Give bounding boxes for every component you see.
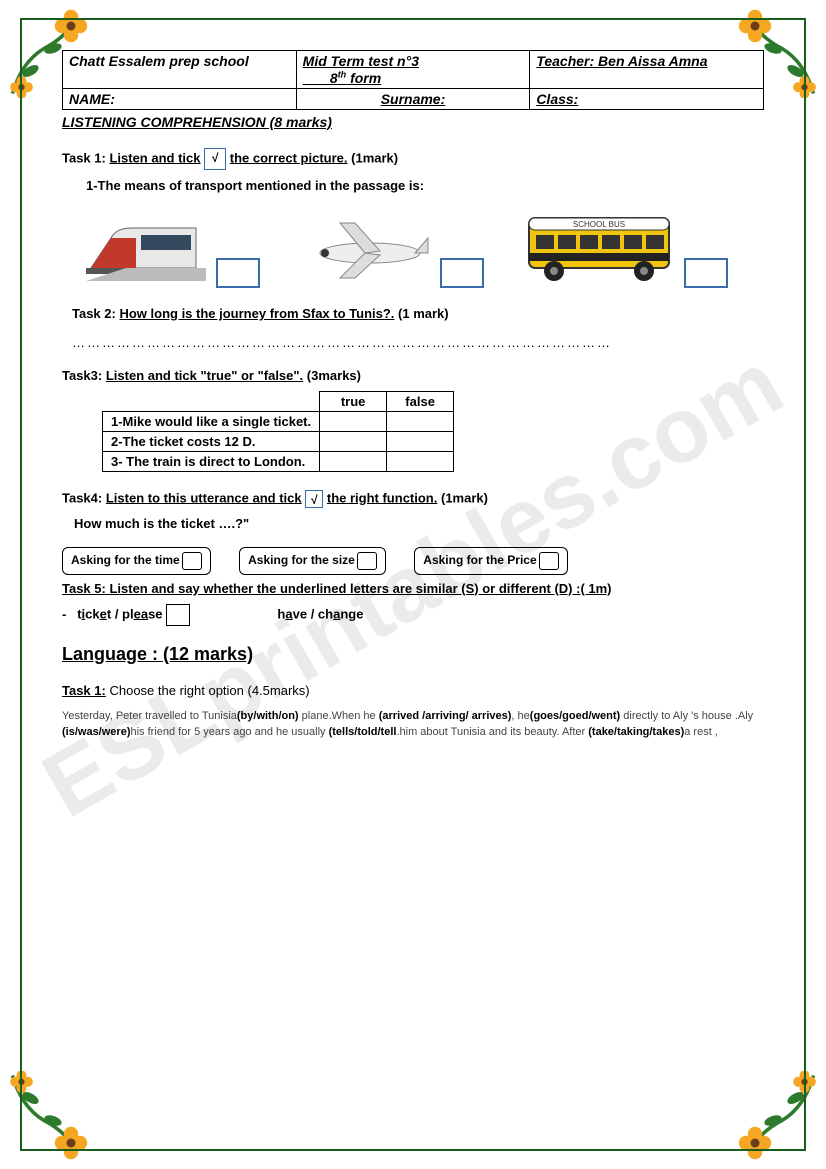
opt-price-label: Asking for the Price [423,553,536,567]
task3-marks: (3marks) [307,368,361,383]
task1-q1: 1-The means of transport mentioned in th… [86,178,764,193]
surname-label: Surname: [381,91,446,107]
task5-check-1[interactable] [166,604,190,626]
tf-col-true: true [320,391,387,411]
task4-option-size[interactable]: Asking for the size [239,547,386,575]
bus-image: SCHOOL BUS [524,203,674,288]
svg-text:SCHOOL BUS: SCHOOL BUS [573,220,625,229]
task4-marks: (1mark) [441,490,488,505]
task3-instr: Listen and tick "true" or "false". [106,368,303,383]
task4-option-price[interactable]: Asking for the Price [414,547,567,575]
task3-label: Task3: [62,368,102,383]
opt-time-label: Asking for the time [71,553,180,567]
school-name: Chatt Essalem prep school [69,53,249,69]
tick-example-1: √ [204,148,226,170]
task2-marks: (1 mark) [398,306,449,321]
task4-quote: How much is the ticket ….?" [74,516,764,531]
task4-label: Task4: [62,490,102,505]
opt-size-check[interactable] [357,552,377,570]
task4-option-time[interactable]: Asking for the time [62,547,211,575]
train-image [86,213,206,288]
opt-time-check[interactable] [182,552,202,570]
tf-row-2: 2-The ticket costs 12 D. [103,431,320,451]
form-num: 8 [330,70,338,86]
tick-example-2: √ [305,490,323,508]
task1-checkbox-plane[interactable] [440,258,484,288]
tf-r2-true[interactable] [320,431,387,451]
tf-r2-false[interactable] [387,431,454,451]
tf-col-false: false [387,391,454,411]
test-title: Mid Term test n°3 [303,53,419,69]
task1-checkbox-bus[interactable] [684,258,728,288]
task2-instr: How long is the journey from Sfax to Tun… [119,306,394,321]
tf-r1-true[interactable] [320,411,387,431]
tf-r1-false[interactable] [387,411,454,431]
listening-section-title: LISTENING COMPREHENSION (8 marks) [62,114,764,130]
task4-instr-b: the right function. [327,490,437,505]
task1-marks: (1mark) [351,150,398,165]
task1-instr-b: the correct picture. [230,150,348,165]
true-false-table: truefalse 1-Mike would like a single tic… [102,391,454,472]
task2-answer-line[interactable]: ……………………………………………………………………………………………… [72,335,764,350]
bullet: - [62,606,74,621]
header-table: Chatt Essalem prep school Mid Term test … [62,50,764,110]
teacher-name: Ben Aissa Amna [598,53,707,69]
task2-label: Task 2: [72,306,116,321]
tf-row-1: 1-Mike would like a single ticket. [103,411,320,431]
lang-task1-label: Task 1: [62,683,106,698]
task5-instr: Listen and say whether the underlined le… [109,581,611,596]
opt-size-label: Asking for the size [248,553,355,567]
form-label: form [350,70,381,86]
language-section-title: Language : (12 marks) [62,644,764,665]
tf-row-3: 3- The train is direct to London. [103,451,320,471]
task1-label: Task 1: [62,150,106,165]
teacher-label: Teacher: [536,53,594,69]
plane-image [310,213,430,288]
form-suffix: th [338,69,347,79]
name-label: NAME: [69,91,115,107]
class-label: Class: [536,91,578,107]
task4-instr-a: Listen to this utterance and tick [106,490,302,505]
task1-instr-a: Listen and tick [109,150,200,165]
language-paragraph: Yesterday, Peter travelled to Tunisia(by… [62,708,764,741]
task5-label: Task 5: [62,581,106,596]
task1-checkbox-train[interactable] [216,258,260,288]
opt-price-check[interactable] [539,552,559,570]
tf-r3-true[interactable] [320,451,387,471]
lang-task1-instr: Choose the right option (4.5marks) [109,683,309,698]
tf-r3-false[interactable] [387,451,454,471]
